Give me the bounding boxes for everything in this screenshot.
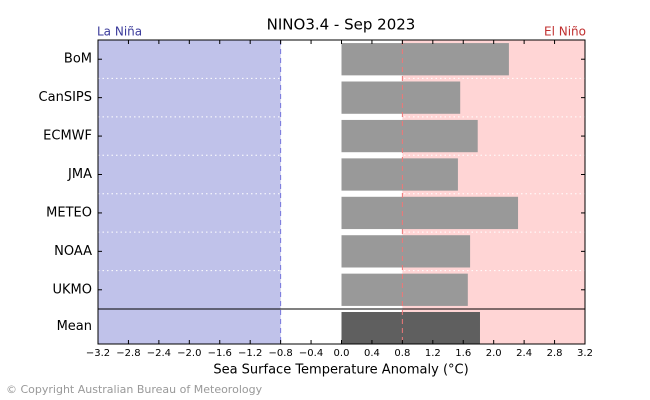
bar — [341, 158, 458, 191]
bar — [341, 43, 509, 76]
x-tick-label: 3.2 — [577, 348, 593, 359]
bar — [341, 196, 519, 230]
y-tick-label: UKMO — [53, 282, 93, 297]
bar — [341, 81, 461, 114]
x-tick-label: −1.6 — [208, 348, 232, 359]
y-tick-label: ECMWF — [43, 129, 92, 144]
y-tick-label: BoM — [64, 52, 92, 67]
y-tick-label: METEO — [46, 205, 92, 220]
x-tick-label: −0.4 — [299, 348, 323, 359]
x-tick-label: 0.0 — [334, 348, 350, 359]
la-nina-label: La Niña — [97, 25, 142, 39]
copyright: © Copyright Australian Bureau of Meteoro… — [6, 383, 263, 396]
y-tick-label: CanSIPS — [39, 90, 92, 105]
x-tick-label: −0.8 — [268, 348, 292, 359]
x-tick-label: 2.4 — [516, 348, 532, 359]
x-tick-label: 2.8 — [547, 348, 563, 359]
chart-title: NINO3.4 - Sep 2023 — [267, 16, 416, 34]
x-axis-label: Sea Surface Temperature Anomaly (°C) — [213, 363, 468, 378]
y-tick-label: JMA — [67, 167, 92, 182]
x-tick-label: 0.4 — [364, 348, 380, 359]
x-tick-label: −2.0 — [177, 348, 201, 359]
x-tick-label: −2.4 — [147, 348, 171, 359]
bar — [341, 235, 471, 268]
bar — [341, 119, 478, 153]
x-tick-label: 2.0 — [486, 348, 502, 359]
y-tick-label: Mean — [57, 319, 92, 334]
x-tick-label: −3.2 — [86, 348, 110, 359]
el-nino-label: El Niño — [544, 25, 586, 39]
mean-bar — [341, 312, 480, 344]
x-tick-label: 1.2 — [425, 348, 441, 359]
x-tick-label: −1.2 — [238, 348, 262, 359]
y-tick-label: NOAA — [54, 244, 92, 259]
x-tick-label: 0.8 — [394, 348, 410, 359]
bar — [341, 273, 468, 306]
x-tick-label: −2.8 — [116, 348, 140, 359]
x-tick-label: 1.6 — [455, 348, 471, 359]
la-nina-region — [98, 40, 281, 344]
